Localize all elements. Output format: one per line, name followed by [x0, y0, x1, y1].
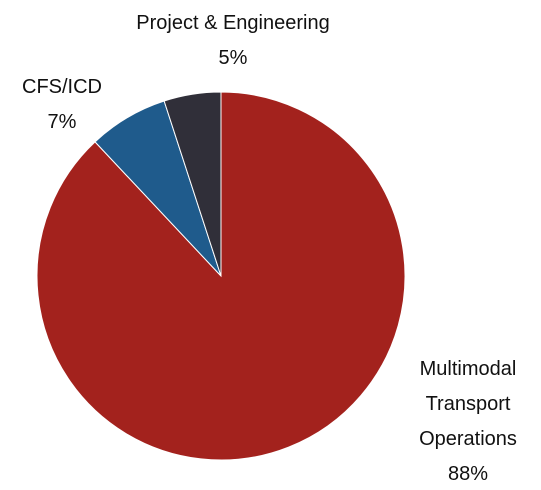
- slice-label: Multimodal Transport Operations 88%: [395, 352, 541, 490]
- slice-label: CFS/ICD 7%: [2, 70, 122, 140]
- category-label: Project & Engineering: [136, 12, 330, 34]
- category-label: CFS/ICD: [22, 76, 102, 98]
- pie-slice: [163, 91, 222, 277]
- value-label: 88%: [447, 463, 489, 485]
- value-label: 7%: [47, 111, 77, 133]
- value-label: 5%: [218, 47, 248, 69]
- category-label: Multimodal Transport Operations: [419, 358, 517, 450]
- slice-label: Project & Engineering 5%: [103, 6, 363, 76]
